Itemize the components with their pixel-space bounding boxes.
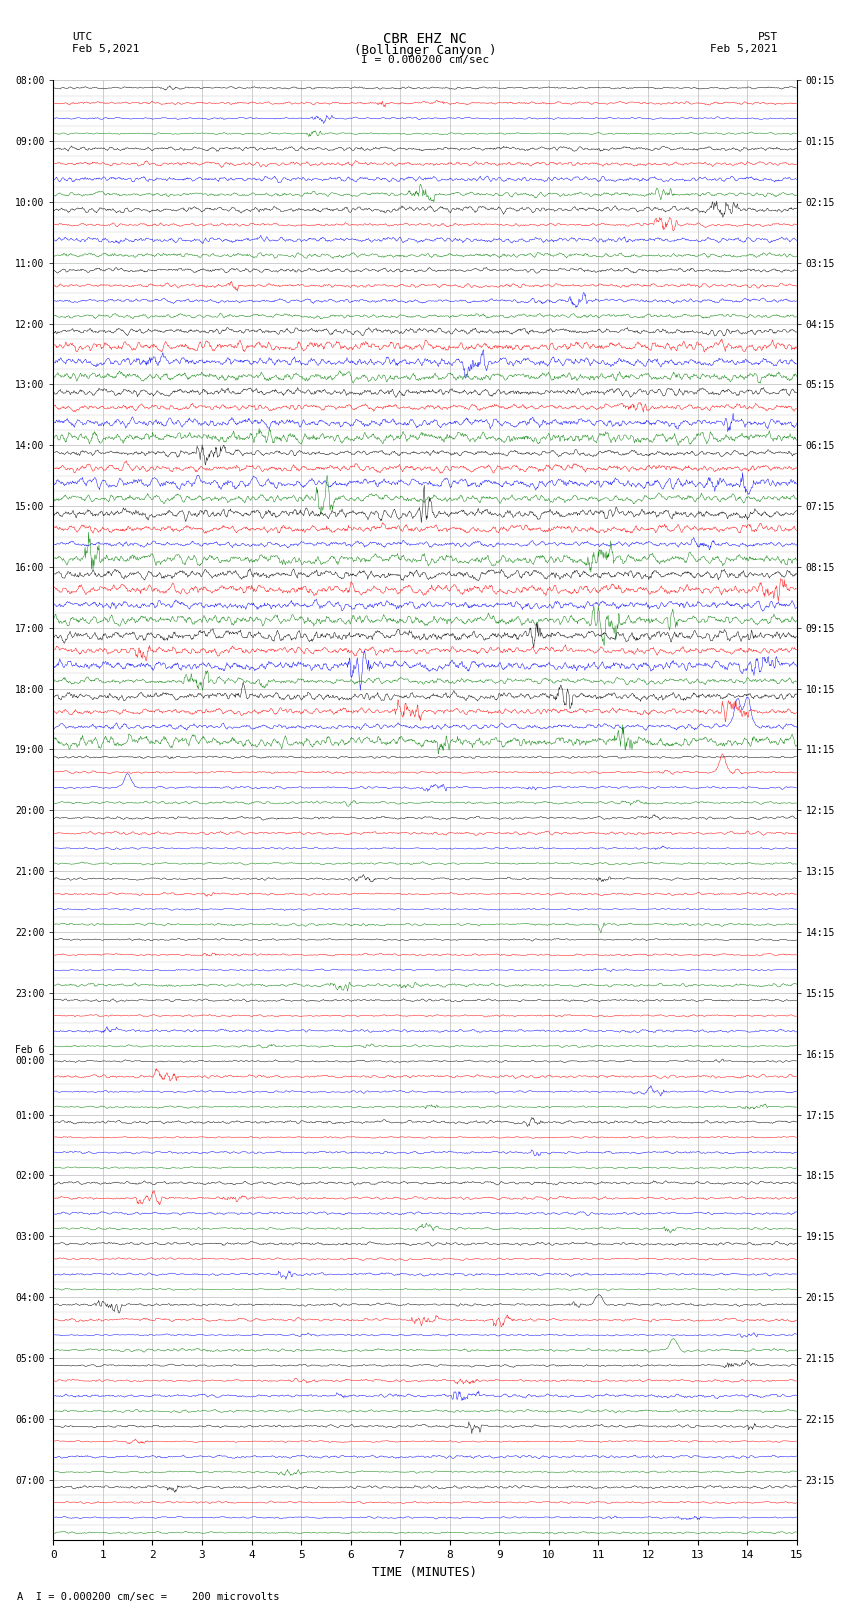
Text: Feb 5,2021: Feb 5,2021 xyxy=(72,44,139,53)
Text: Feb 5,2021: Feb 5,2021 xyxy=(711,44,778,53)
Text: A  I = 0.000200 cm/sec =    200 microvolts: A I = 0.000200 cm/sec = 200 microvolts xyxy=(17,1592,280,1602)
Text: I = 0.000200 cm/sec: I = 0.000200 cm/sec xyxy=(361,55,489,65)
Text: UTC: UTC xyxy=(72,32,93,42)
Text: PST: PST xyxy=(757,32,778,42)
Text: (Bollinger Canyon ): (Bollinger Canyon ) xyxy=(354,44,496,56)
Text: CBR EHZ NC: CBR EHZ NC xyxy=(383,32,467,47)
X-axis label: TIME (MINUTES): TIME (MINUTES) xyxy=(372,1566,478,1579)
